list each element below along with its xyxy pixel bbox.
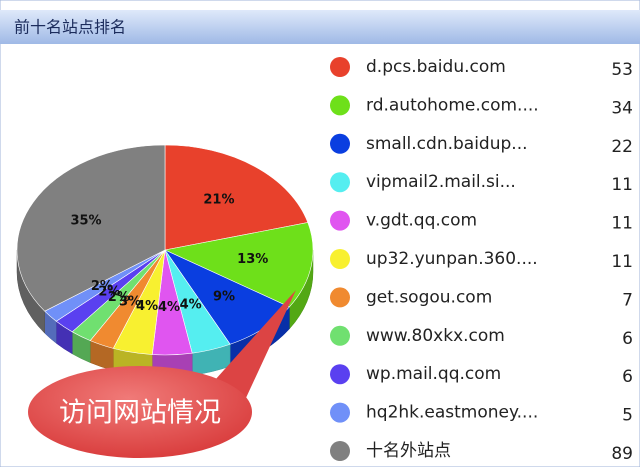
- legend-value: 6: [622, 367, 633, 387]
- legend-value: 34: [611, 98, 633, 118]
- legend-value: 53: [611, 60, 633, 80]
- legend-swatch: [330, 287, 350, 308]
- slice: [16, 144, 166, 312]
- legend-swatch: [330, 133, 350, 154]
- legend-swatch: [330, 172, 350, 193]
- callout-bubble: [28, 366, 252, 458]
- legend-swatch: [330, 210, 350, 231]
- legend-label: wp.mail.qq.com: [366, 364, 501, 384]
- legend-swatch: [330, 325, 350, 346]
- slice-label: 13%: [237, 252, 268, 267]
- legend-label: 十名外站点: [366, 441, 451, 461]
- legend-label: small.cdn.baidup...: [366, 134, 528, 154]
- slice-label: 2%: [91, 279, 113, 294]
- slice-label: 21%: [203, 192, 234, 207]
- legend-swatch: [330, 57, 350, 77]
- callout-text: 访问网站情况: [59, 398, 221, 429]
- legend-swatch: [330, 364, 350, 385]
- header-bar: [0, 10, 640, 44]
- legend: d.pcs.baidu.com 53 rd.autohome.com.... 34 sm…: [330, 57, 633, 464]
- legend-swatch: [330, 95, 350, 116]
- legend-value: 6: [622, 329, 633, 349]
- legend-swatch: [330, 441, 350, 461]
- legend-value: 11: [611, 252, 633, 272]
- legend-swatch: [330, 402, 350, 423]
- legend-label: www.80xkx.com: [366, 326, 505, 346]
- legend-label: vipmail2.mail.si...: [366, 172, 516, 192]
- slice-label: 2%: [108, 290, 130, 305]
- legend-value: 11: [611, 214, 633, 234]
- legend-value: 5: [622, 406, 633, 426]
- slice-label: 4%: [136, 299, 158, 314]
- slice: [164, 222, 314, 308]
- pie: 21%13%9%4%4%4%3%2%2%2%35%: [16, 144, 314, 378]
- legend-label: v.gdt.qq.com: [366, 211, 477, 231]
- legend-swatch: [330, 249, 350, 269]
- slice-label: 9%: [213, 290, 235, 305]
- legend-value: 7: [622, 290, 633, 310]
- slice-label: 4%: [158, 300, 180, 315]
- callout: 访问网站情况: [28, 290, 296, 458]
- legend-label: d.pcs.baidu.com: [366, 57, 506, 77]
- callout-pointer: [215, 290, 296, 400]
- slice-label: 2%: [98, 285, 120, 300]
- legend-value: 89: [611, 444, 633, 464]
- legend-value: 22: [611, 137, 633, 157]
- slice-label: 35%: [70, 214, 101, 229]
- panel-title: 前十名站点排名: [14, 18, 126, 37]
- legend-label: rd.autohome.com....: [366, 95, 539, 115]
- slice-label: 4%: [180, 297, 202, 312]
- legend-label: up32.yunpan.360....: [366, 249, 538, 269]
- legend-label: get.sogou.com: [366, 287, 492, 307]
- slice-label: 3%: [119, 295, 141, 310]
- slice: [164, 144, 309, 251]
- legend-label: hq2hk.eastmoney....: [366, 403, 538, 423]
- legend-value: 11: [611, 175, 633, 195]
